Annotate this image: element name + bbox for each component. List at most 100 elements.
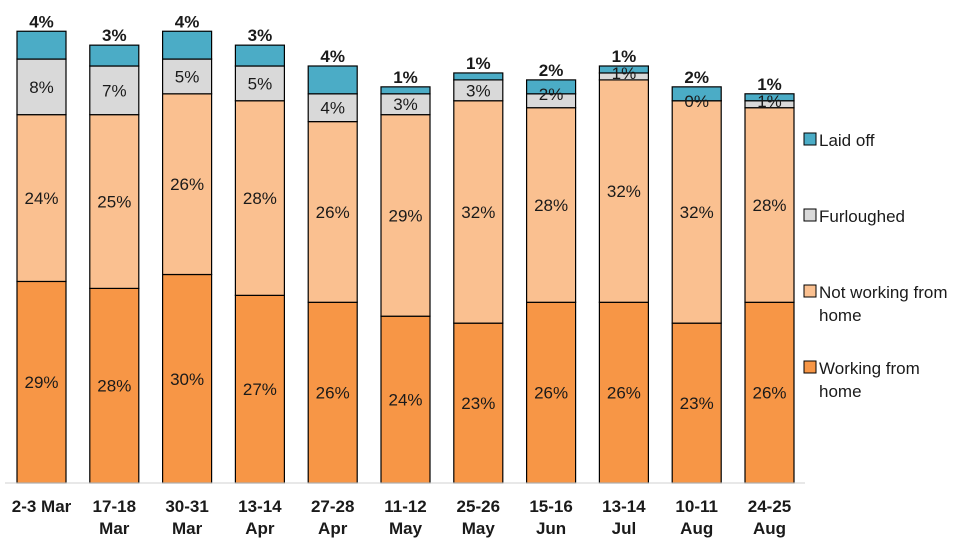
data-label-working-from-home-1: 29% <box>24 373 58 392</box>
data-label-laid-off-9: 1% <box>612 47 637 66</box>
bar-not-working-from-home-6 <box>380 114 431 317</box>
data-label-laid-off-5: 4% <box>320 47 345 66</box>
data-label-working-from-home-4: 27% <box>243 380 277 399</box>
data-label-not-working-from-home-3: 26% <box>170 175 204 194</box>
data-label-not-working-from-home-11: 28% <box>752 196 786 215</box>
data-label-working-from-home-2: 28% <box>97 377 131 396</box>
data-label-furloughed-2: 7% <box>102 81 127 100</box>
legend: Laid off Furloughed Not working from home Wo… <box>803 131 947 401</box>
data-label-not-working-from-home-7: 32% <box>461 203 495 222</box>
legend-swatch-laid-off <box>803 132 817 146</box>
x-tick-label-4-line-2: Apr <box>245 519 275 538</box>
data-label-laid-off-7: 1% <box>466 54 491 73</box>
data-label-furloughed-7: 3% <box>466 81 491 100</box>
data-label-laid-off-4: 3% <box>248 26 273 45</box>
bar-working-from-home-7 <box>453 322 504 484</box>
bar-not-working-from-home-4 <box>234 100 285 296</box>
bar-laid-off-4 <box>234 44 285 67</box>
legend-label-not-working-from-home-line-1: Not working from <box>819 283 947 302</box>
data-label-working-from-home-6: 24% <box>388 391 422 410</box>
data-label-not-working-from-home-4: 28% <box>243 189 277 208</box>
data-label-furloughed-6: 3% <box>393 95 418 114</box>
x-tick-label-2-line-1: 17-18 <box>93 497 136 516</box>
bar-not-working-from-home-2 <box>89 114 140 290</box>
data-label-laid-off-6: 1% <box>393 68 418 87</box>
data-label-laid-off-8: 2% <box>539 61 564 80</box>
x-tick-label-9-line-1: 13-14 <box>602 497 646 516</box>
bar-not-working-from-home-5 <box>307 120 358 303</box>
data-label-working-from-home-7: 23% <box>461 394 495 413</box>
data-label-not-working-from-home-10: 32% <box>680 203 714 222</box>
bar-working-from-home-11 <box>744 301 795 484</box>
data-label-working-from-home-8: 26% <box>534 384 568 403</box>
x-tick-label-11-line-2: Aug <box>753 519 786 538</box>
data-label-furloughed-1: 8% <box>29 78 54 97</box>
bar-not-working-from-home-8 <box>525 107 577 303</box>
bar-not-working-from-home-9 <box>598 79 650 303</box>
bar-not-working-from-home-7 <box>453 100 504 324</box>
x-tick-label-2-line-2: Mar <box>99 519 130 538</box>
x-tick-label-1: 2-3 Mar <box>12 497 72 516</box>
bar-laid-off-2 <box>89 44 140 67</box>
bar-not-working-from-home-1 <box>16 114 67 283</box>
data-label-furloughed-5: 4% <box>320 99 345 118</box>
data-label-laid-off-3: 4% <box>175 12 200 31</box>
x-tick-label-4-line-1: 13-14 <box>238 497 282 516</box>
data-label-laid-off-10: 2% <box>684 68 709 87</box>
x-tick-label-10-line-2: Aug <box>680 519 713 538</box>
data-label-laid-off-1: 4% <box>29 12 54 31</box>
bar-furloughed-2 <box>89 65 140 116</box>
x-axis-category-labels: 2-3 Mar 17-18 Mar 30-31 Mar 13-14 Apr 27-28 Apr 1… <box>12 497 792 538</box>
legend-swatch-furloughed <box>803 208 817 222</box>
x-tick-label-6-line-1: 11-12 <box>384 497 427 516</box>
data-label-working-from-home-5: 26% <box>316 384 350 403</box>
data-label-working-from-home-10: 23% <box>680 394 714 413</box>
x-tick-label-8-line-1: 15-16 <box>529 497 572 516</box>
bar-working-from-home-6 <box>380 315 431 484</box>
x-tick-label-6-line-2: May <box>389 519 423 538</box>
data-label-furloughed-4: 5% <box>248 74 273 93</box>
bar-laid-off-7 <box>453 72 504 81</box>
x-tick-label-3-line-1: 30-31 <box>165 497 208 516</box>
legend-label-working-from-home-line-1: Working from <box>819 359 920 378</box>
bar-laid-off-11 <box>744 93 795 102</box>
bar-not-working-from-home-11 <box>744 107 795 303</box>
data-label-not-working-from-home-9: 32% <box>607 182 641 201</box>
data-label-furloughed-3: 5% <box>175 67 200 86</box>
bar-working-from-home-8 <box>525 301 577 484</box>
x-tick-label-8-line-2: Jun <box>536 519 566 538</box>
bar-working-from-home-4 <box>234 294 285 484</box>
data-labels-group: 29% 24% 8% 4% 28% 25% 7% 3% 30% 26% 5% 4% 27% 28% 5% 3%… <box>24 12 786 413</box>
x-tick-label-10-line-1: 10-11 <box>675 497 718 516</box>
data-label-not-working-from-home-5: 26% <box>316 203 350 222</box>
x-tick-label-7-line-1: 25-26 <box>457 497 500 516</box>
data-label-working-from-home-3: 30% <box>170 370 204 389</box>
legend-swatch-working-from-home <box>803 360 817 374</box>
bar-laid-off-3 <box>162 30 213 60</box>
bar-working-from-home-3 <box>162 273 213 484</box>
data-label-working-from-home-9: 26% <box>607 384 641 403</box>
bar-laid-off-9 <box>598 65 650 74</box>
data-label-not-working-from-home-1: 24% <box>24 189 58 208</box>
data-label-laid-off-11: 1% <box>757 75 782 94</box>
data-label-not-working-from-home-6: 29% <box>388 206 422 225</box>
data-label-furloughed-11: 1% <box>757 92 782 111</box>
data-label-working-from-home-11: 26% <box>752 384 786 403</box>
data-label-not-working-from-home-2: 25% <box>97 193 131 212</box>
legend-label-laid-off: Laid off <box>819 131 875 150</box>
legend-swatch-not-working-from-home <box>803 284 817 298</box>
legend-label-not-working-from-home-line-2: home <box>819 306 862 325</box>
data-label-not-working-from-home-8: 28% <box>534 196 568 215</box>
bar-working-from-home-1 <box>16 280 67 484</box>
x-tick-label-3-line-2: Mar <box>172 519 203 538</box>
legend-label-working-from-home-line-2: home <box>819 382 862 401</box>
x-tick-label-7-line-2: May <box>462 519 496 538</box>
bar-not-working-from-home-3 <box>162 93 213 276</box>
data-label-laid-off-2: 3% <box>102 26 127 45</box>
x-tick-label-5-line-2: Apr <box>318 519 348 538</box>
x-tick-label-11-line-1: 24-25 <box>748 497 791 516</box>
x-tick-label-9-line-2: Jul <box>612 519 637 538</box>
bar-laid-off-8 <box>525 79 577 95</box>
data-label-furloughed-9: 1% <box>612 64 637 83</box>
